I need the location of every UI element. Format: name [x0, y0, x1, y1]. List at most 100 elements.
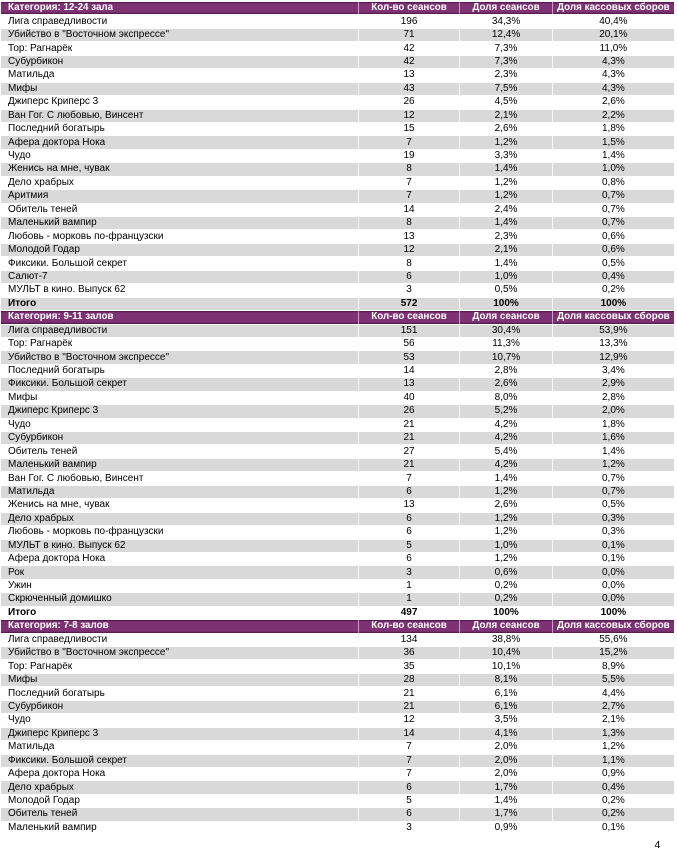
table-row: Субурбикон 42 7,3% 4,3% — [1, 54, 674, 69]
column-header-sessions-share: Доля сеансов — [459, 2, 552, 15]
boxoffice-share-cell: 0,1% — [551, 821, 674, 835]
movie-title-cell: Тор: Рагнарёк — [8, 42, 73, 54]
sessions-count-cell: 6 — [357, 270, 460, 284]
sessions-share-cell: 2,6% — [459, 378, 552, 391]
category-header-row: Категория: 7-8 залов Кол-во сеансов Доля с… — [1, 619, 674, 633]
table-row: Матильда 6 1,2% 0,7% — [1, 484, 674, 499]
sessions-count-cell: 21 — [357, 687, 460, 700]
boxoffice-share-cell: 0,2% — [551, 794, 674, 808]
movie-title-cell: Фиксики. Большой секрет — [8, 754, 127, 766]
sessions-share-cell: 0,9% — [459, 821, 552, 835]
boxoffice-share-cell: 0,4% — [551, 781, 674, 794]
sessions-share-cell: 4,5% — [459, 96, 552, 109]
sessions-share-cell: 1,2% — [459, 190, 552, 203]
sessions-share-cell: 0,2% — [459, 593, 552, 606]
sessions-count-cell: 14 — [357, 727, 460, 741]
sessions-count-cell: 7 — [357, 741, 460, 754]
table-row: Лига справедливости 151 30,4% 53,9% — [1, 323, 674, 337]
movie-title-cell: Любовь - морковь по-французски — [8, 230, 164, 242]
table-row: Убийство в "Восточном экспрессе" 71 12,4% 2… — [1, 27, 674, 42]
table-row: Женись на мне, чувак 8 1,4% 1,0% — [1, 162, 674, 176]
sessions-count-cell: 3 — [357, 821, 460, 835]
sessions-count-cell: 5 — [357, 539, 460, 552]
table-row: Убийство в "Восточном экспрессе" 53 10,7% 1… — [1, 350, 674, 364]
sessions-share-cell: 3,3% — [459, 149, 552, 163]
sessions-share-cell: 8,1% — [459, 673, 552, 687]
movie-title-cell: Ужин — [8, 580, 32, 592]
boxoffice-share-cell: 1,2% — [551, 741, 674, 754]
table-row: Афера доктора Нока 7 1,2% 1,5% — [1, 135, 674, 149]
boxoffice-share-cell: 40,4% — [551, 15, 674, 28]
table-row: Фиксики. Большой секрет 8 1,4% 0,5% — [1, 256, 674, 270]
sessions-count-cell: 5 — [357, 794, 460, 808]
column-header-sessions-share: Доля сеансов — [459, 620, 552, 633]
boxoffice-share-cell: 2,8% — [551, 391, 674, 405]
boxoffice-share-cell: 55,6% — [551, 633, 674, 646]
boxoffice-share-cell: 4,4% — [551, 687, 674, 700]
table-row: Убийство в "Восточном экспрессе" 36 10,4% 1… — [1, 646, 674, 660]
sessions-share-cell: 1,7% — [459, 781, 552, 794]
table-row: Чудо 12 3,5% 2,1% — [1, 713, 674, 727]
boxoffice-share-cell: 0,7% — [551, 472, 674, 485]
table-row: Лига справедливости 134 38,8% 55,6% — [1, 632, 674, 646]
sessions-count-cell: 56 — [357, 337, 460, 351]
sessions-share-cell: 2,0% — [459, 741, 552, 754]
boxoffice-share-cell: 2,0% — [551, 405, 674, 418]
sessions-count-cell: 7 — [357, 754, 460, 767]
sessions-share-cell: 2,3% — [459, 69, 552, 82]
sessions-share-cell: 0,6% — [459, 566, 552, 579]
sessions-share-cell: 2,6% — [459, 499, 552, 512]
sessions-count-cell: 6 — [357, 526, 460, 539]
movie-title-cell: Женись на мне, чувак — [8, 163, 110, 175]
table-row: Обитель теней 14 2,4% 0,7% — [1, 202, 674, 216]
sessions-share-cell: 5,2% — [459, 405, 552, 418]
movie-title-cell: Субурбикон — [8, 55, 64, 67]
sessions-share-cell: 4,2% — [459, 418, 552, 431]
sessions-share-cell: 7,3% — [459, 55, 552, 69]
boxoffice-share-cell: 0,7% — [551, 217, 674, 230]
table-row: Фиксики. Большой секрет 13 2,6% 2,9% — [1, 377, 674, 391]
movie-title-cell: Мифы — [8, 82, 38, 94]
table-row: Дело храбрых 6 1,2% 0,3% — [1, 511, 674, 526]
movie-title-cell: Лига справедливости — [8, 324, 108, 336]
sessions-share-cell: 10,1% — [459, 660, 552, 673]
movie-title-cell: Ван Гог. С любовью, Винсент — [8, 109, 144, 121]
sessions-count-cell: 13 — [357, 230, 460, 243]
movie-title-cell: Матильда — [8, 69, 55, 81]
sessions-count-cell: 8 — [357, 257, 460, 270]
column-header-boxoffice-share: Доля кассовых сборов — [551, 620, 674, 633]
table-row: Афера доктора Нока 6 1,2% 0,1% — [1, 551, 674, 566]
sessions-share-cell: 1,2% — [459, 526, 552, 539]
table-row: МУЛЬТ в кино. Выпуск 62 3 0,5% 0,2% — [1, 283, 674, 297]
sessions-count-cell: 1 — [357, 579, 460, 593]
sessions-count-cell: 15 — [357, 122, 460, 136]
sessions-count-cell: 28 — [357, 673, 460, 687]
boxoffice-share-cell: 1,6% — [551, 432, 674, 445]
movie-title-cell: Джиперс Криперс 3 — [8, 96, 99, 108]
table-row: Фиксики. Большой секрет 7 2,0% 1,1% — [1, 753, 674, 767]
boxoffice-share-cell: 4,3% — [551, 82, 674, 96]
table-row: Тор: Рагнарёк 56 11,3% 13,3% — [1, 336, 674, 351]
sessions-count-cell: 12 — [357, 714, 460, 727]
category-label: Категория: 9-11 залов — [8, 311, 114, 323]
sessions-count-cell: 13 — [357, 69, 460, 82]
movie-title-cell: Субурбикон — [8, 432, 64, 444]
movie-title-cell: Салют-7 — [8, 270, 48, 282]
sessions-count-cell: 6 — [357, 552, 460, 566]
sessions-count-cell: 21 — [357, 458, 460, 472]
table-row: Последний богатырь 14 2,8% 3,4% — [1, 363, 674, 378]
sessions-count-cell: 21 — [357, 418, 460, 431]
movie-title-cell: Матильда — [8, 741, 55, 753]
boxoffice-share-cell: 0,0% — [551, 593, 674, 606]
boxoffice-share-cell: 1,4% — [551, 445, 674, 458]
boxoffice-share-cell: 11,0% — [551, 42, 674, 55]
boxoffice-share-cell: 0,9% — [551, 767, 674, 781]
sessions-count-cell: 21 — [357, 432, 460, 445]
sessions-share-cell: 1,2% — [459, 485, 552, 499]
boxoffice-share-cell: 1,2% — [551, 458, 674, 472]
movie-title-cell: Джиперс Криперс 3 — [8, 405, 99, 417]
table-row: Ван Гог. С любовью, Винсент 12 2,1% 2,2% — [1, 108, 674, 122]
sessions-share-cell: 2,0% — [459, 767, 552, 781]
movie-title-cell: Обитель теней — [8, 203, 78, 215]
movie-title-cell: Скрюченный домишко — [8, 593, 112, 605]
